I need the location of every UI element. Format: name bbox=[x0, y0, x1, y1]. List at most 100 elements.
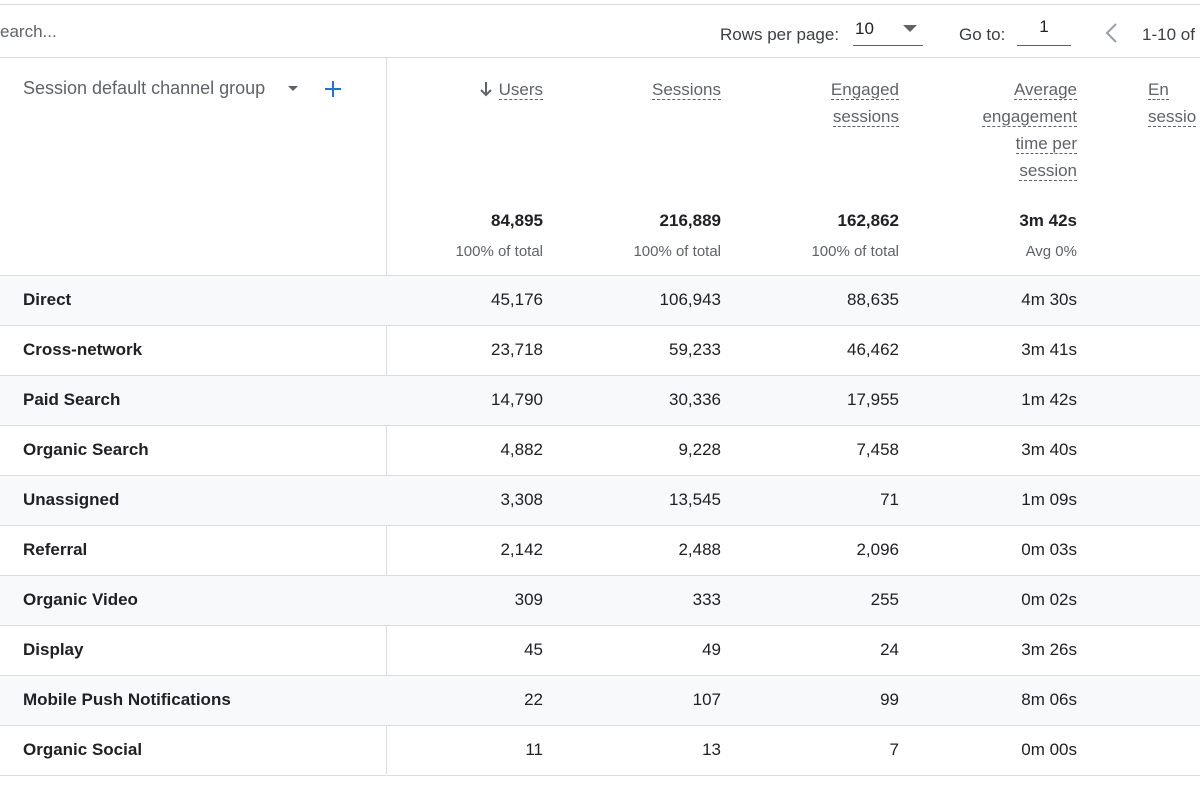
cell-engaged-sessions: 71 bbox=[880, 490, 899, 509]
table-row: Unassigned 3,308 13,545 71 1m 09s bbox=[0, 476, 1200, 526]
cell-users: 45,176 bbox=[491, 290, 543, 309]
cell-engaged-sessions: 7,458 bbox=[856, 440, 899, 459]
total-sessions-sub: 100% of total bbox=[633, 243, 721, 260]
cell-sessions: 13,545 bbox=[669, 490, 721, 509]
cell-sessions: 106,943 bbox=[659, 290, 721, 309]
total-users-sub: 100% of total bbox=[455, 243, 543, 260]
table-row: Cross-network 23,718 59,233 46,462 3m 41… bbox=[0, 326, 1200, 376]
toolbar-divider bbox=[0, 57, 1200, 58]
table-row: Display 45 49 24 3m 26s bbox=[0, 626, 1200, 676]
row-channel-name[interactable]: Referral bbox=[23, 540, 88, 559]
column-header-label: session bbox=[1019, 161, 1077, 181]
table-row: Organic Video 309 333 255 0m 02s bbox=[0, 576, 1200, 626]
row-channel-name[interactable]: Organic Video bbox=[23, 590, 138, 609]
cell-engaged-sessions: 46,462 bbox=[847, 340, 899, 359]
cell-sessions: 2,488 bbox=[678, 540, 721, 559]
table-row: Referral 2,142 2,488 2,096 0m 03s bbox=[0, 526, 1200, 576]
table-row: Paid Search 14,790 30,336 17,955 1m 42s bbox=[0, 376, 1200, 426]
column-header-engaged-sessions[interactable]: Engaged sessions bbox=[739, 76, 899, 130]
rows-per-page-label: Rows per page: bbox=[720, 25, 840, 44]
cell-sessions: 13 bbox=[702, 740, 721, 759]
row-channel-name[interactable]: Display bbox=[23, 640, 84, 659]
cell-engaged-sessions: 255 bbox=[870, 590, 899, 609]
cell-sessions: 9,228 bbox=[678, 440, 721, 459]
cell-avg-engagement-time: 3m 40s bbox=[1021, 440, 1077, 459]
total-avg-engagement-time-sub: Avg 0% bbox=[1025, 243, 1077, 260]
table-row: Organic Search 4,882 9,228 7,458 3m 40s bbox=[0, 426, 1200, 476]
row-channel-name[interactable]: Organic Search bbox=[23, 440, 149, 459]
cell-engaged-sessions: 17,955 bbox=[847, 390, 899, 409]
caret-down-icon bbox=[903, 25, 917, 32]
cell-users: 3,308 bbox=[500, 490, 543, 509]
cell-users: 2,142 bbox=[500, 540, 543, 559]
cell-sessions: 333 bbox=[692, 590, 721, 609]
column-header-label: Sessions bbox=[652, 80, 721, 100]
cell-users: 309 bbox=[514, 590, 543, 609]
cell-sessions: 49 bbox=[702, 640, 721, 659]
cell-avg-engagement-time: 3m 26s bbox=[1021, 640, 1077, 659]
table-row: Organic Social 11 13 7 0m 00s bbox=[0, 726, 1200, 776]
row-channel-name[interactable]: Paid Search bbox=[23, 390, 121, 409]
rows-per-page-select[interactable]: 10 bbox=[853, 15, 923, 46]
total-sessions: 216,889 bbox=[659, 211, 721, 230]
total-engaged-sessions-sub: 100% of total bbox=[811, 243, 899, 260]
cell-users: 14,790 bbox=[491, 390, 543, 409]
column-header-label: sessions bbox=[832, 107, 899, 127]
cell-avg-engagement-time: 0m 00s bbox=[1021, 740, 1077, 759]
row-channel-name[interactable]: Direct bbox=[23, 290, 72, 309]
goto-label: Go to: bbox=[959, 25, 1006, 44]
cell-users: 4,882 bbox=[500, 440, 543, 459]
cell-sessions: 107 bbox=[692, 690, 721, 709]
row-channel-name[interactable]: Mobile Push Notifications bbox=[23, 690, 231, 709]
row-channel-name[interactable]: Unassigned bbox=[23, 490, 120, 509]
top-divider bbox=[0, 4, 1200, 5]
column-header-label: engagement bbox=[982, 107, 1077, 127]
goto-page-input[interactable]: 1 bbox=[1017, 15, 1071, 46]
header-divider bbox=[0, 275, 1200, 276]
cell-sessions: 30,336 bbox=[669, 390, 721, 409]
cell-engaged-sessions: 88,635 bbox=[847, 290, 899, 309]
cell-engaged-sessions: 2,096 bbox=[856, 540, 899, 559]
dimension-label: Session default channel group bbox=[23, 78, 266, 98]
cell-users: 45 bbox=[524, 640, 543, 659]
total-avg-engagement-time: 3m 42s bbox=[1019, 211, 1077, 230]
arrow-down-icon bbox=[479, 82, 492, 97]
search-input[interactable]: earch... bbox=[0, 22, 57, 41]
cell-engaged-sessions: 99 bbox=[880, 690, 899, 709]
cell-users: 11 bbox=[525, 740, 543, 759]
cell-avg-engagement-time: 0m 03s bbox=[1021, 540, 1077, 559]
total-engaged-sessions: 162,862 bbox=[837, 211, 899, 230]
cell-avg-engagement-time: 8m 06s bbox=[1021, 690, 1077, 709]
column-header-users[interactable]: Users bbox=[383, 76, 543, 103]
cell-users: 23,718 bbox=[491, 340, 543, 359]
chevron-left-icon[interactable] bbox=[1100, 21, 1124, 45]
table-row: Mobile Push Notifications 22 107 99 8m 0… bbox=[0, 676, 1200, 726]
pagination-range: 1-10 of bbox=[1142, 25, 1195, 44]
plus-icon[interactable] bbox=[324, 80, 342, 98]
table-toolbar: earch... Rows per page: 10 Go to: 1 1-10… bbox=[0, 5, 1200, 57]
column-header-average-engagement-time[interactable]: Average engagement time per session bbox=[917, 76, 1077, 184]
cell-avg-engagement-time: 1m 09s bbox=[1021, 490, 1077, 509]
cell-avg-engagement-time: 1m 42s bbox=[1021, 390, 1077, 409]
dimension-header: Session default channel group bbox=[23, 78, 342, 104]
column-header-label: Average bbox=[1013, 80, 1077, 100]
column-header-label: Users bbox=[498, 80, 543, 100]
cell-avg-engagement-time: 0m 02s bbox=[1021, 590, 1077, 609]
column-header-label: Engaged bbox=[830, 80, 899, 100]
total-users: 84,895 bbox=[491, 211, 543, 230]
dimension-caret-icon[interactable] bbox=[287, 86, 298, 91]
row-channel-name[interactable]: Cross-network bbox=[23, 340, 143, 359]
rows-per-page-value: 10 bbox=[855, 19, 874, 38]
cell-avg-engagement-time: 4m 30s bbox=[1021, 290, 1077, 309]
table-row: Direct 45,176 106,943 88,635 4m 30s bbox=[0, 276, 1200, 326]
cell-avg-engagement-time: 3m 41s bbox=[1021, 340, 1077, 359]
cell-sessions: 59,233 bbox=[669, 340, 721, 359]
column-header-label: time per bbox=[1015, 134, 1077, 154]
column-header-label: En bbox=[1148, 80, 1169, 100]
cell-engaged-sessions: 7 bbox=[889, 740, 899, 759]
column-header-label: sessio bbox=[1148, 107, 1197, 127]
row-channel-name[interactable]: Organic Social bbox=[23, 740, 143, 759]
column-header-engaged-sessions-per-user[interactable]: En sessio bbox=[1148, 76, 1200, 130]
column-header-sessions[interactable]: Sessions bbox=[561, 76, 721, 103]
cell-engaged-sessions: 24 bbox=[880, 640, 899, 659]
